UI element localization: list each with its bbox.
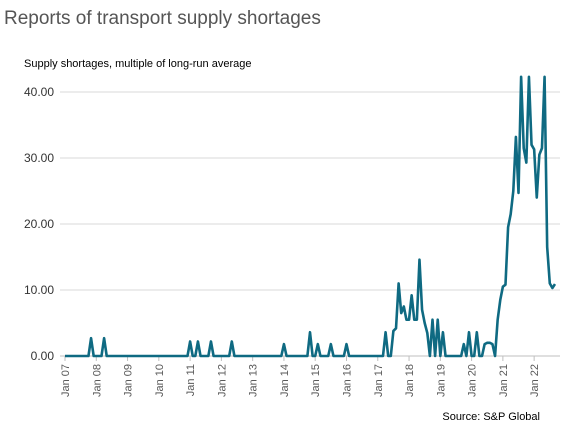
x-tick-label: Jan 10 [154, 364, 166, 397]
x-tick-label: Jan 22 [529, 364, 541, 397]
x-tick-label: Jan 14 [279, 364, 291, 397]
x-tick-label: Jan 09 [123, 364, 135, 397]
source-note: Source: S&P Global [442, 411, 540, 423]
x-tick-label: Jan 18 [404, 364, 416, 397]
x-tick-label: Jan 07 [60, 364, 72, 397]
x-tick-label: Jan 20 [467, 364, 479, 397]
x-tick-label: Jan 21 [498, 364, 510, 397]
y-tick-label: 20.00 [24, 217, 54, 231]
x-tick-label: Jan 15 [310, 364, 322, 397]
chart-title: Reports of transport supply shortages [4, 8, 321, 29]
y-tick-label: 10.00 [24, 283, 54, 297]
x-tick-label: Jan 16 [341, 364, 353, 397]
x-tick-label: Jan 19 [435, 364, 447, 397]
data-line [65, 75, 557, 358]
x-tick-label: Jan 13 [248, 364, 260, 397]
y-tick-label: 0.00 [31, 349, 55, 363]
y-tick-label: 40.00 [24, 85, 54, 99]
x-tick-label: Jan 11 [185, 364, 197, 396]
x-tick-label: Jan 17 [373, 364, 385, 397]
x-tick-label: Jan 12 [216, 364, 228, 397]
y-tick-label: 30.00 [24, 151, 54, 165]
x-tick-label: Jan 08 [91, 364, 103, 397]
chart-subtitle: Supply shortages, multiple of long-run a… [24, 58, 251, 70]
